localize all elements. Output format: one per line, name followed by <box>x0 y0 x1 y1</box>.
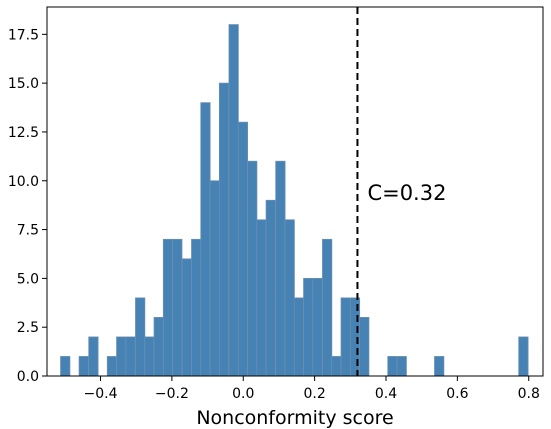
histogram-bar <box>125 336 136 377</box>
histogram-bar <box>200 102 211 377</box>
histogram-bar <box>60 356 71 377</box>
y-tick-label: 7.5 <box>17 223 39 239</box>
histogram-bar <box>284 219 295 377</box>
histogram-bar <box>247 160 258 377</box>
histogram-bar <box>518 336 529 377</box>
histogram-bar <box>265 199 276 377</box>
histogram-bar <box>331 356 342 377</box>
histogram-bar <box>228 24 239 377</box>
x-tick-label: 0.2 <box>303 386 325 402</box>
histogram-bar <box>144 336 155 377</box>
histogram-bar <box>181 258 192 377</box>
x-tick-label: −0.2 <box>155 386 189 402</box>
y-tick-label: 2.5 <box>17 320 39 336</box>
histogram-bar <box>387 356 398 377</box>
x-axis: −0.4 −0.2 0.0 0.2 0.4 0.6 0.8 <box>84 376 540 402</box>
x-tick-label: 0.4 <box>375 386 397 402</box>
y-tick-label: 17.5 <box>8 27 39 43</box>
histogram-bar <box>162 238 174 377</box>
x-tick-label: 0.6 <box>446 386 468 402</box>
histogram-bar <box>106 356 118 377</box>
y-tick-label: 12.5 <box>8 125 39 141</box>
x-axis-title: Nonconformity score <box>196 407 393 429</box>
histogram-bars <box>60 24 529 377</box>
histogram-bar <box>434 356 445 377</box>
histogram-bar <box>396 356 407 377</box>
histogram-bar <box>191 238 202 377</box>
y-tick-label: 0.0 <box>17 369 39 385</box>
histogram-bar <box>312 277 323 377</box>
y-tick-label: 15.0 <box>8 76 39 92</box>
histogram-bar <box>322 238 333 377</box>
histogram-bar <box>275 160 286 377</box>
x-tick-label: −0.4 <box>84 386 118 402</box>
x-tick-label: 0.0 <box>232 386 254 402</box>
histogram-bar <box>88 336 99 377</box>
histogram-bar <box>293 297 305 377</box>
y-axis: 0.0 2.5 5.0 7.5 10.0 12.5 15.0 17.5 <box>8 27 47 385</box>
histogram-bar <box>256 219 267 377</box>
histogram-bar <box>209 180 220 377</box>
plot-frame <box>46 6 544 377</box>
y-tick-label: 5.0 <box>17 271 39 287</box>
histogram-bar <box>218 82 230 377</box>
histogram-bar <box>340 297 351 377</box>
histogram-bar <box>359 317 370 377</box>
histogram-bar <box>116 336 127 377</box>
histogram-bar <box>153 317 164 377</box>
y-tick-label: 10.0 <box>8 174 39 190</box>
histogram-bar <box>303 277 314 377</box>
histogram-bar <box>237 121 249 377</box>
threshold-label: C=0.32 <box>367 181 446 205</box>
histogram-bar <box>78 356 89 377</box>
histogram-bar <box>135 297 146 377</box>
histogram-bar <box>172 238 183 377</box>
x-tick-label: 0.8 <box>518 386 540 402</box>
